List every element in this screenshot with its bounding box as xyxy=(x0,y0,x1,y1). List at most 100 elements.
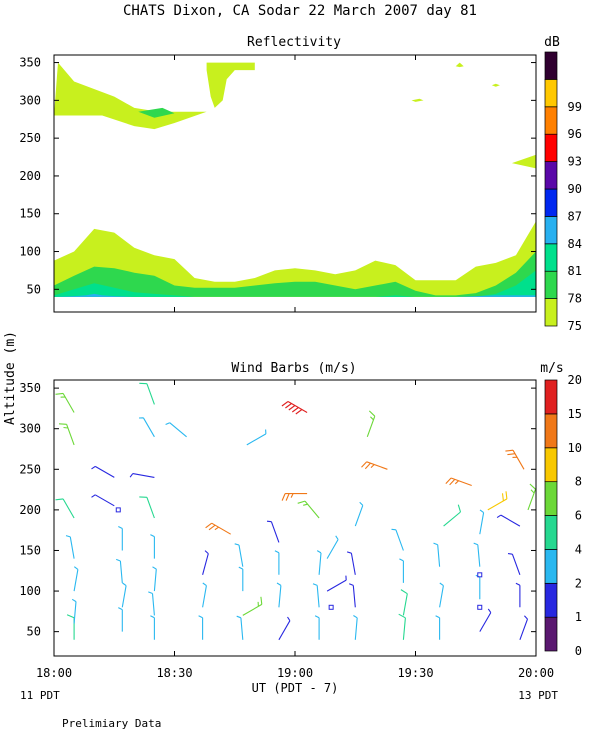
reflectivity-ytick-label-300: 300 xyxy=(19,93,41,107)
xtick-label-1: 18:30 xyxy=(156,666,192,680)
reflectivity-cb-swatch-1 xyxy=(544,270,558,299)
wind-barb-46 xyxy=(354,501,364,527)
reflectivity-ytick-label-50: 50 xyxy=(27,282,41,296)
reflectivity-band-78-1 xyxy=(54,251,536,297)
reflectivity-cb-label-81: 81 xyxy=(568,264,582,278)
reflectivity-cb-swatch-0 xyxy=(544,298,558,327)
wind-barb-9 xyxy=(118,607,123,632)
wind-barb-11 xyxy=(116,558,123,583)
reflectivity-cb-swatch-2 xyxy=(544,243,558,272)
reflectivity-patch-1 xyxy=(138,107,175,118)
wind-barb-18 xyxy=(129,473,155,478)
reflectivity-cb-swatch-3 xyxy=(544,216,558,245)
reflectivity-cb-label-99: 99 xyxy=(568,100,582,114)
preliminary-data-note: Prelimiary Data xyxy=(62,717,161,730)
reflectivity-ytick-label-200: 200 xyxy=(19,169,41,183)
wind-cb-swatch-4 xyxy=(544,481,558,516)
wind-barb-8 xyxy=(91,494,115,507)
wind-ytick-label-200: 200 xyxy=(19,503,41,517)
wind-cb-swatch-1 xyxy=(544,582,558,618)
reflectivity-cb-swatch-8 xyxy=(544,79,558,108)
wind-barb-15 xyxy=(152,566,157,592)
wind-calm-marker-2 xyxy=(477,572,483,578)
reflectivity-cb-swatch-9 xyxy=(544,51,558,80)
reflectivity-band-84-4 xyxy=(455,295,536,297)
xtick-label-3: 19:30 xyxy=(397,666,433,680)
reflectivity-cb-label-84: 84 xyxy=(568,237,582,251)
wind-cb-swatch-6 xyxy=(544,413,558,449)
wind-barb-61 xyxy=(479,509,485,535)
wind-barb-22 xyxy=(198,615,204,640)
reflectivity-patch-3 xyxy=(411,98,424,102)
wind-colorbar-unit: m/s xyxy=(540,361,563,376)
wind-barb-58 xyxy=(479,608,492,632)
figure-title: CHATS Dixon, CA Sodar 22 March 2007 day … xyxy=(123,3,477,19)
wind-ytick-label-150: 150 xyxy=(19,543,41,557)
wind-barb-3 xyxy=(65,535,75,559)
wind-cb-label-2: 2 xyxy=(575,576,582,590)
wind-barb-25 xyxy=(205,522,231,535)
wind-barb-30 xyxy=(246,429,267,446)
xtick-label-2: 19:00 xyxy=(277,666,313,680)
wind-barb-43 xyxy=(353,615,358,640)
wind-barb-0 xyxy=(66,614,75,640)
reflectivity-cb-label-93: 93 xyxy=(568,155,582,169)
wind-barb-34 xyxy=(266,520,280,543)
wind-barb-31 xyxy=(278,616,291,641)
wind-ytick-label-250: 250 xyxy=(19,462,41,476)
reflectivity-ytick-label-350: 350 xyxy=(19,56,41,70)
wind-barb-65 xyxy=(507,553,521,575)
wind-cb-label-15: 15 xyxy=(568,407,582,421)
wind-barb-35 xyxy=(281,401,308,415)
wind-barb-52 xyxy=(391,528,404,551)
wind-barb-20 xyxy=(139,382,155,405)
wind-barb-62 xyxy=(487,491,508,511)
reflectivity-patch-4 xyxy=(455,62,464,68)
wind-barb-38 xyxy=(312,583,320,608)
wind-barb-48 xyxy=(361,461,388,470)
wind-barbs-title: Wind Barbs (m/s) xyxy=(231,361,356,376)
reflectivity-colorbar-unit: dB xyxy=(544,35,560,50)
wind-speed-colorbar: 0 1 2 4 6 8 10 15 20 xyxy=(544,373,582,658)
reflectivity-cb-label-90: 90 xyxy=(568,182,582,196)
wind-barb-26 xyxy=(236,615,244,640)
wind-barb-27 xyxy=(242,596,263,616)
wind-barb-32 xyxy=(276,582,282,608)
wind-barb-55 xyxy=(433,542,441,567)
wind-cb-swatch-2 xyxy=(544,549,558,584)
wind-barb-40 xyxy=(297,500,320,519)
wind-barb-13 xyxy=(150,615,155,640)
wind-cb-swatch-7 xyxy=(544,379,558,415)
wind-barb-42 xyxy=(326,535,339,559)
wind-barb-37 xyxy=(314,615,320,640)
wind-barb-44 xyxy=(348,583,356,608)
wind-barb-7 xyxy=(91,465,115,478)
wind-barb-1 xyxy=(71,598,77,624)
reflectivity-band-84-3 xyxy=(54,293,135,297)
wind-barb-59 xyxy=(475,574,481,600)
reflectivity-cb-swatch-7 xyxy=(544,106,558,135)
reflectivity-cb-label-87: 87 xyxy=(568,209,582,223)
wind-calm-marker-0 xyxy=(115,507,121,513)
wind-barbs-plot: 50 100 150 200 250 300 350 0 1 2 4 6 8 10 15 20 m/s xyxy=(19,361,582,658)
reflectivity-band-75-0 xyxy=(54,221,536,297)
wind-calm-marker-3 xyxy=(477,604,483,610)
wind-barb-39 xyxy=(316,550,322,575)
wind-barb-12 xyxy=(118,526,123,551)
wind-barb-23 xyxy=(202,582,207,608)
wind-barb-45 xyxy=(346,551,356,575)
wind-barb-63 xyxy=(519,615,529,640)
reflectivity-band-81-2 xyxy=(54,270,536,297)
wind-barb-10 xyxy=(121,582,127,608)
wind-barb-51 xyxy=(399,558,404,583)
wind-barb-36 xyxy=(281,493,308,501)
wind-barb-19 xyxy=(138,417,155,438)
reflectivity-cb-swatch-6 xyxy=(544,133,558,162)
wind-barb-17 xyxy=(139,496,155,519)
wind-barb-16 xyxy=(150,534,155,559)
right-time-note: 13 PDT xyxy=(518,689,558,702)
reflectivity-patch-2 xyxy=(206,62,255,108)
wind-barb-28 xyxy=(238,566,244,592)
reflectivity-cb-label-96: 96 xyxy=(568,127,582,141)
